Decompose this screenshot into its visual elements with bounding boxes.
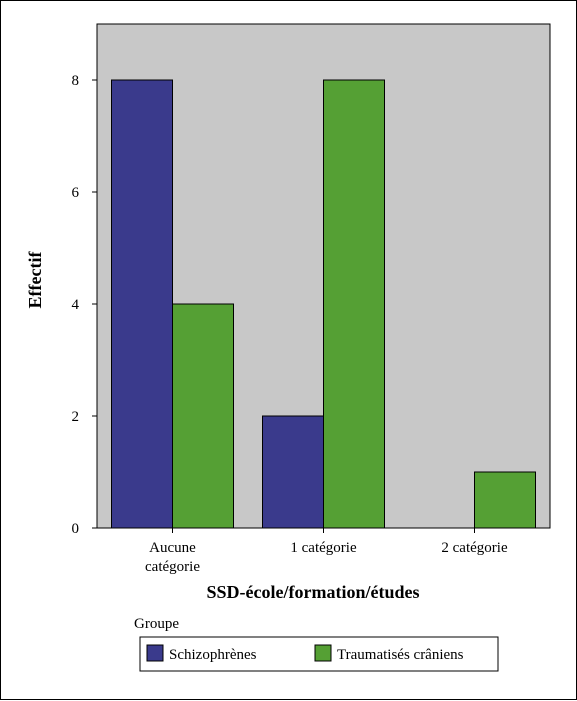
y-tick-label: 8 [72, 73, 80, 89]
y-tick-label: 2 [72, 409, 80, 425]
bar [262, 415, 324, 529]
x-tick-label: 2 catégorie [441, 540, 508, 556]
legend-label: Schizophrènes [169, 647, 257, 663]
x-axis-title: SSD-école/formation/études [207, 582, 420, 602]
bar [323, 79, 385, 529]
bar [474, 471, 536, 529]
legend-swatch [314, 644, 332, 662]
x-tick-label: catégorie [145, 559, 200, 575]
x-tick-label: 1 catégorie [290, 540, 357, 556]
y-tick-label: 4 [72, 297, 80, 313]
legend: Schizophrènes Traumatisés crâniens [139, 636, 499, 672]
y-tick-label: 6 [72, 185, 80, 201]
legend-title: Groupe [134, 616, 179, 632]
legend-swatch [146, 644, 164, 662]
bar [172, 303, 234, 529]
bar [111, 79, 173, 529]
legend-label: Traumatisés crâniens [337, 647, 464, 663]
y-tick-label: 0 [72, 521, 80, 537]
x-tick-label: Aucune [149, 540, 196, 556]
y-axis-title: Effectif [25, 251, 45, 309]
